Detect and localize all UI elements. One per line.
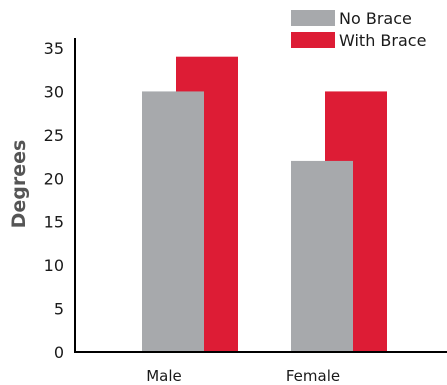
x-axis-labels: Male Female: [146, 367, 340, 385]
y-axis-ticks: 0 5 10 15 20 25 30 35: [44, 39, 64, 362]
legend-swatch-with-brace: [291, 32, 335, 48]
y-tick-label: 0: [54, 343, 64, 362]
legend-swatch-no-brace: [291, 10, 335, 26]
y-tick-label: 10: [44, 256, 64, 275]
y-tick-label: 30: [44, 82, 64, 101]
bar-no-brace-male: [142, 91, 204, 352]
bar-no-brace-female: [291, 160, 353, 352]
y-tick-label: 20: [44, 169, 64, 188]
y-axis-title: Degrees: [8, 140, 30, 229]
y-tick-label: 25: [44, 126, 64, 145]
x-tick-label: Female: [286, 367, 340, 385]
y-tick-label: 5: [54, 300, 64, 319]
bar-marks: [142, 56, 387, 352]
legend-label-no-brace: No Brace: [339, 9, 412, 28]
legend: No Brace With Brace: [291, 9, 426, 50]
y-tick-label: 35: [44, 39, 64, 58]
legend-label-with-brace: With Brace: [339, 31, 426, 50]
x-tick-label: Male: [146, 367, 182, 385]
axes: [74, 38, 447, 353]
y-tick-label: 15: [44, 213, 64, 232]
